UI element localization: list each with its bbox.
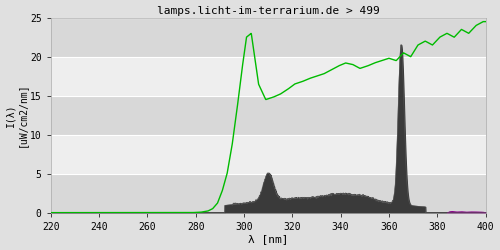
X-axis label: λ [nm]: λ [nm]: [248, 234, 288, 244]
Y-axis label: I(λ)
[uW/cm2/nm]: I(λ) [uW/cm2/nm]: [6, 83, 27, 148]
Bar: [50, 96, 486, 135]
Title: lamps.licht-im-terrarium.de > 499: lamps.licht-im-terrarium.de > 499: [157, 6, 380, 16]
Bar: [50, 135, 486, 174]
Bar: [50, 57, 486, 96]
Bar: [50, 174, 486, 213]
Bar: [50, 18, 486, 57]
